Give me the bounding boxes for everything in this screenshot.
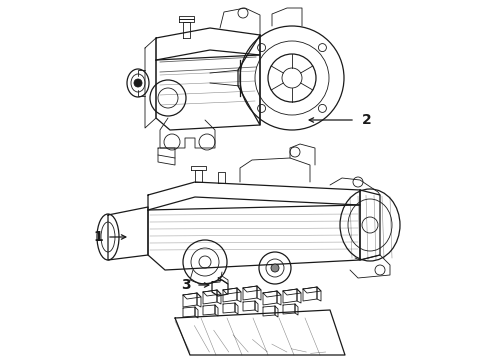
Circle shape bbox=[271, 264, 279, 272]
Circle shape bbox=[134, 79, 142, 87]
Text: 3: 3 bbox=[181, 278, 191, 292]
Text: 2: 2 bbox=[362, 113, 372, 127]
Text: 1: 1 bbox=[93, 230, 103, 244]
